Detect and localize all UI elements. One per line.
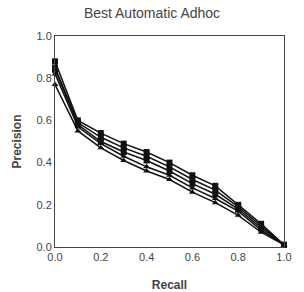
svg-text:0.8: 0.8 (231, 251, 246, 263)
svg-text:0.6: 0.6 (37, 114, 52, 126)
svg-text:0.4: 0.4 (139, 251, 154, 263)
svg-text:0.0: 0.0 (37, 241, 52, 253)
svg-text:0.2: 0.2 (37, 199, 52, 211)
svg-text:1.0: 1.0 (276, 251, 291, 263)
svg-text:1.0: 1.0 (37, 30, 52, 42)
svg-text:Best Automatic Adhoc: Best Automatic Adhoc (84, 5, 220, 21)
svg-text:0.6: 0.6 (185, 251, 200, 263)
svg-text:0.4: 0.4 (37, 156, 52, 168)
svg-text:Precision: Precision (10, 114, 24, 168)
svg-text:0.8: 0.8 (37, 72, 52, 84)
svg-text:Recall: Recall (152, 278, 187, 292)
svg-text:0.2: 0.2 (93, 251, 108, 263)
svg-text:0.0: 0.0 (47, 251, 62, 263)
